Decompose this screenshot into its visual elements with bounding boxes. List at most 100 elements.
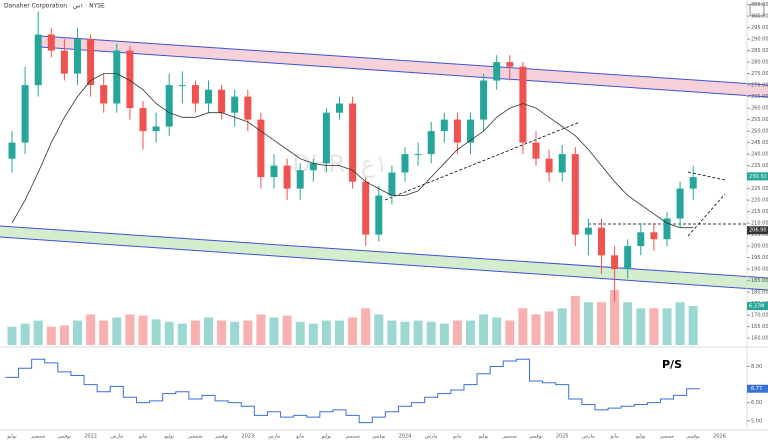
candle-body: [60, 50, 68, 74]
volume-bar: [256, 314, 266, 345]
x-tick-label: نوفمبر: [214, 434, 229, 440]
support-channel: [0, 226, 768, 290]
last-price-tag-label: 230.32: [749, 174, 767, 180]
x-tick-label: نوفمبر: [685, 434, 700, 440]
candle-body: [100, 85, 108, 104]
candle-body: [283, 165, 291, 189]
x-tick-label: مارس: [110, 434, 123, 440]
candle-body: [218, 89, 226, 113]
y-tick-label: 250.00: [751, 129, 768, 135]
y-tick-label: 265.00: [751, 94, 768, 100]
candle-body: [388, 172, 396, 196]
volume-bar: [112, 317, 122, 345]
volume-bar: [675, 302, 685, 345]
volume-bar: [7, 326, 17, 345]
level-tag: [747, 226, 768, 235]
x-tick-label: 2022: [84, 434, 97, 440]
candle-body: [34, 34, 42, 86]
candle-body: [637, 232, 645, 247]
channel-line: [39, 46, 768, 98]
volume-tag: [747, 302, 768, 311]
y-tick-label: 8.00: [751, 364, 762, 370]
candle-body: [453, 119, 461, 143]
candle-body: [257, 119, 265, 178]
x-tick-label: يوليو: [478, 434, 489, 440]
pane-title: P/S: [662, 358, 682, 371]
y-tick-label: 210.00: [751, 221, 768, 227]
y-tick-label: 245.00: [751, 140, 768, 146]
volume-bar: [348, 317, 358, 345]
volume-bar: [243, 320, 253, 345]
y-tick-label: 255.00: [751, 117, 768, 123]
volume-bar: [46, 326, 56, 345]
volume-bar: [479, 314, 489, 345]
candle-body: [414, 154, 422, 156]
y-tick-label: 300.00: [751, 14, 768, 20]
volume-bar: [439, 323, 449, 345]
y-tick-label: 170.00: [751, 313, 768, 319]
x-tick-label: نوفمبر: [528, 434, 543, 440]
y-tick-label: 205.00: [751, 232, 768, 238]
x-tick-label: يوليو: [321, 434, 332, 440]
x-tick-label: مارس: [425, 434, 438, 440]
triangle-line: [687, 171, 726, 181]
candle-body: [375, 195, 383, 235]
volume-bar: [217, 320, 227, 345]
channel-line: [0, 236, 768, 291]
candle-body: [205, 89, 212, 104]
volume-bar: [413, 320, 423, 345]
volume-bar: [177, 323, 187, 345]
x-tick-label: مارس: [268, 434, 281, 440]
level-tag-label: 206.90: [749, 228, 767, 234]
channel-line: [39, 35, 768, 86]
y-tick-label: 5.00: [751, 418, 762, 424]
candle-body: [624, 246, 632, 270]
volume-bar: [308, 323, 318, 345]
volume-bar: [20, 323, 30, 345]
candle-body: [47, 34, 55, 51]
volume-bar: [662, 308, 672, 345]
volume-bar: [361, 308, 371, 345]
y-tick-label: 215.00: [751, 209, 768, 215]
volume-bar: [505, 320, 515, 345]
candle-body: [545, 158, 553, 173]
y-tick-label: 290.00: [751, 37, 768, 43]
volume-bar: [321, 320, 331, 345]
candle-body: [113, 50, 121, 104]
candle-body: [676, 188, 684, 219]
volume-tag-label: 6.37M: [749, 304, 764, 310]
x-tick-label: يوليو: [163, 434, 174, 440]
volume-bar: [138, 315, 148, 345]
candle-body: [362, 181, 370, 235]
moving-average: [11, 73, 694, 229]
candle-body: [349, 103, 357, 182]
volume-bar: [204, 317, 213, 345]
volume-bar: [125, 314, 135, 345]
candle-body: [178, 85, 186, 87]
y-tick-label: 225.00: [751, 186, 768, 192]
volume-bar: [636, 308, 646, 345]
y-tick-label: 260.00: [751, 106, 768, 112]
x-tick-label: نوفمبر: [57, 434, 72, 440]
volume-bar: [583, 302, 593, 345]
candle-body: [427, 131, 435, 155]
candle-body: [336, 103, 343, 113]
x-tick-label: سبتمبر: [659, 434, 674, 440]
x-tick-label: 2026: [713, 434, 726, 440]
settings-button[interactable]: [749, 3, 765, 17]
x-tick-label: 2025: [556, 434, 569, 440]
y-tick-label: 295.00: [751, 25, 768, 31]
volume-bar: [387, 320, 397, 345]
x-tick-label: مايو: [452, 434, 461, 440]
channel-line: [0, 225, 768, 279]
volume-bar: [452, 320, 462, 345]
candle-body: [519, 66, 527, 143]
y-tick-label: 270.00: [751, 83, 768, 89]
candle-body: [663, 218, 671, 240]
candle-body: [21, 85, 29, 143]
y-tick-label: 305.00: [751, 2, 768, 8]
candle-body: [467, 119, 474, 143]
triangle-line: [687, 193, 726, 237]
x-tick-label: مارس: [582, 434, 595, 440]
candle-body: [139, 108, 147, 132]
